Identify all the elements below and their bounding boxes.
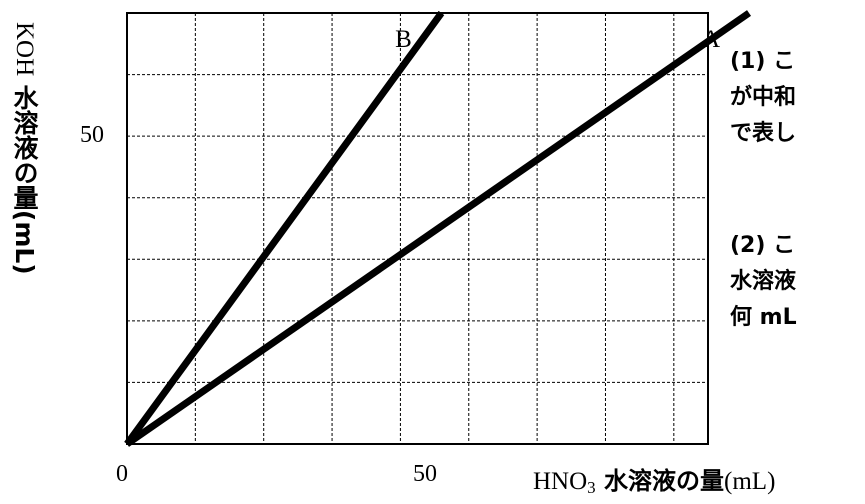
x-axis-label: HNO3 水溶液の量(mL) — [533, 461, 775, 498]
y-axis-label: KOH 水溶液の量(mL) — [6, 22, 42, 275]
x-axis-label-unit: (mL) — [724, 468, 776, 495]
series-labels: AB — [395, 26, 720, 53]
x-axis-label-subscript: 3 — [587, 478, 596, 497]
x-tick-label: 0 — [116, 461, 128, 487]
y-axis-label-unit: (mL) — [10, 209, 39, 275]
x-tick-label: 50 — [413, 461, 437, 487]
plot-frame — [126, 12, 709, 445]
x-axis-label-prefix: HNO — [533, 468, 588, 495]
series-label-a: A — [702, 26, 720, 53]
question-line: が中和 — [730, 85, 797, 110]
x-axis-label-text: 水溶液の量 — [595, 467, 725, 495]
question-line: 水溶液 — [730, 269, 797, 294]
question-line: (2) こ — [730, 233, 796, 258]
series-line-a — [125, 10, 752, 447]
question-line: で表し — [730, 121, 797, 146]
y-tick-label: 50 — [80, 122, 104, 148]
question-2: (2) こ 水溶液 何 mL — [730, 228, 865, 336]
y-axis-label-prefix: KOH — [11, 22, 38, 77]
grid — [127, 13, 708, 444]
question-line: 何 mL — [730, 305, 797, 330]
series-label-b: B — [395, 26, 412, 53]
y-axis-label-text: 水溶液の量 — [10, 76, 39, 210]
series-line-b — [124, 10, 445, 447]
question-line: (1) こ — [730, 49, 796, 74]
series-group — [124, 10, 752, 447]
question-1: (1) こ が中和 で表し — [730, 44, 865, 152]
